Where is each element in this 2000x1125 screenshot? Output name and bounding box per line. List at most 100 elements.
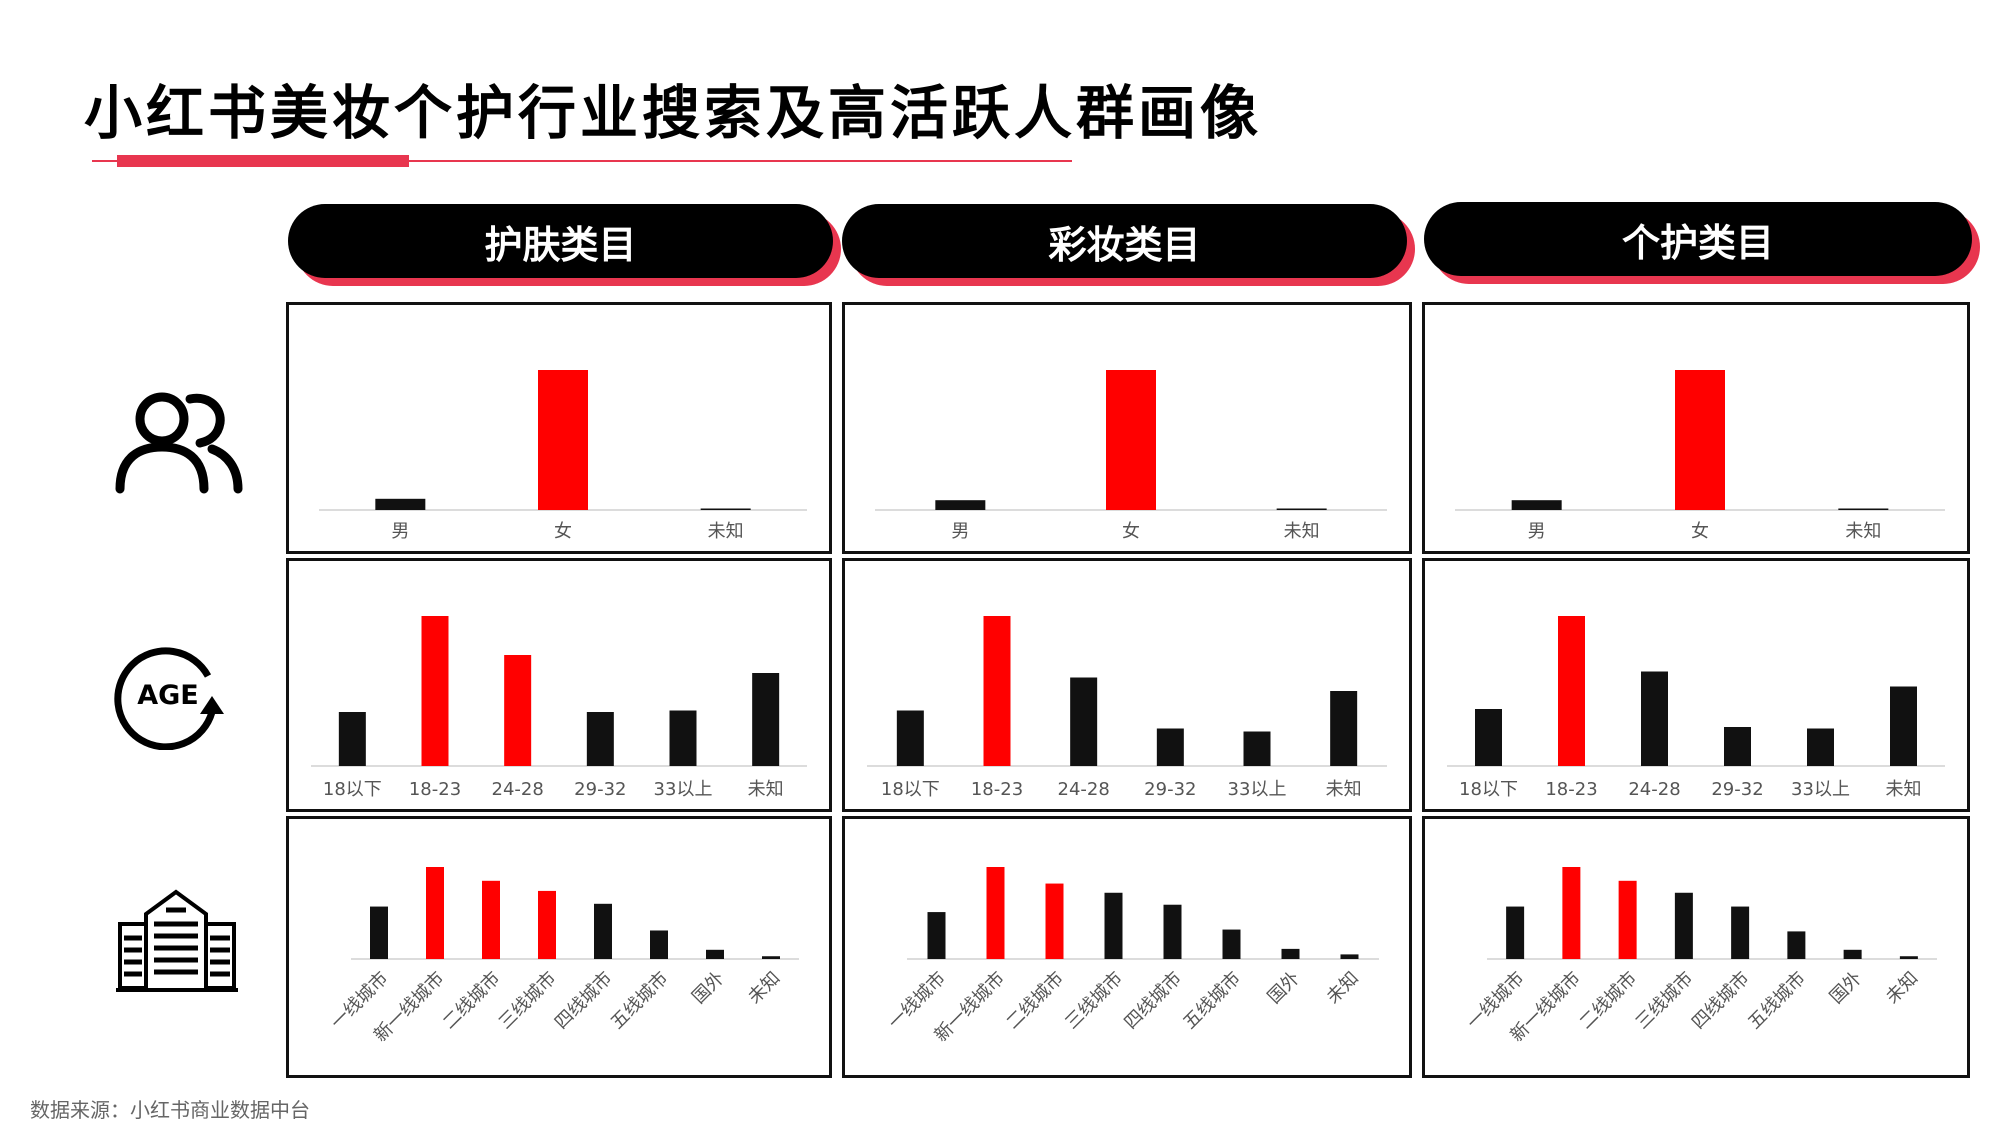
title-underline <box>92 160 1072 162</box>
chart-svg: 18以下 18-23 24-28 29-32 33以上 未知 <box>1447 616 1945 800</box>
age-icon: AGE <box>114 647 224 750</box>
age-icon-label: AGE <box>137 680 199 711</box>
tick-label: 女 <box>554 521 572 542</box>
bar <box>1276 508 1327 510</box>
tick-label: 18以下 <box>323 779 382 800</box>
bar <box>1899 956 1918 959</box>
bar <box>1843 949 1862 959</box>
bar <box>1243 731 1271 766</box>
bar <box>538 370 588 510</box>
chart-svg: 男 女 未知 <box>875 370 1387 542</box>
tick-label: 未知 <box>1323 968 1363 1008</box>
bar <box>1807 728 1834 766</box>
tick-label: 未知 <box>744 968 784 1008</box>
bar <box>338 712 366 766</box>
tick-label: 二线城市 <box>1002 968 1068 1034</box>
bar <box>1558 616 1585 766</box>
people-icon <box>115 392 243 494</box>
bar <box>426 867 444 959</box>
bar <box>1222 929 1241 959</box>
bar <box>650 930 668 959</box>
bar <box>1070 677 1098 766</box>
tick-label: 18-23 <box>409 779 461 800</box>
tick-label: 国外 <box>1826 968 1866 1008</box>
chart-panel-skincare-city: 一线城市 新一线城市 二线城市 三线城市 四线城市 五线城市 国外 未知 <box>286 816 832 1078</box>
bar <box>1731 906 1750 959</box>
data-source-note: 数据来源：小红书商业数据中台 <box>30 1098 310 1122</box>
tick-label: 四线城市 <box>1688 968 1754 1034</box>
category-header-skincare: 护肤类目 <box>288 204 841 286</box>
bar <box>538 890 556 959</box>
bar <box>983 616 1011 766</box>
bar <box>1724 727 1751 766</box>
tick-label: 未知 <box>1326 779 1362 800</box>
tick-label: 二线城市 <box>1575 968 1641 1034</box>
tick-label: 29-32 <box>1711 779 1763 800</box>
tick-label: 国外 <box>1264 968 1304 1008</box>
bar <box>762 956 780 959</box>
bar <box>706 949 724 959</box>
tick-label: 男 <box>951 521 969 542</box>
bar <box>1787 931 1806 959</box>
tick-label: 29-32 <box>1144 779 1196 800</box>
tick-label: 18-23 <box>971 779 1023 800</box>
tick-label: 未知 <box>748 779 784 800</box>
chart-svg: 18以下 18-23 24-28 29-32 33以上 未知 <box>867 616 1387 800</box>
chart-panel-makeup-city: 一线城市 新一线城市 二线城市 三线城市 四线城市 五线城市 国外 未知 <box>842 816 1412 1078</box>
bar <box>752 673 780 766</box>
tick-label: 女 <box>1691 521 1709 542</box>
tick-label: 未知 <box>1882 968 1922 1008</box>
tick-label: 四线城市 <box>1120 968 1186 1034</box>
category-header-personal-care: 个护类目 <box>1424 202 1980 284</box>
tick-label: 国外 <box>688 968 728 1008</box>
tick-label: 男 <box>391 521 409 542</box>
bar <box>1838 508 1889 510</box>
tick-label: 男 <box>1528 521 1546 542</box>
tick-label: 24-28 <box>1628 779 1680 800</box>
bar <box>700 508 751 510</box>
tick-label: 三线城市 <box>1061 968 1127 1034</box>
title-accent-bar <box>117 155 409 167</box>
chart-panel-personal-care-age: 18以下 18-23 24-28 29-32 33以上 未知 <box>1422 558 1970 812</box>
bar <box>935 500 986 510</box>
chart-panel-makeup-age: 18以下 18-23 24-28 29-32 33以上 未知 <box>842 558 1412 812</box>
category-label: 个护类目 <box>1424 202 1972 276</box>
tick-label: 未知 <box>1845 521 1881 542</box>
bar <box>1890 686 1917 766</box>
tick-label: 三线城市 <box>495 968 561 1034</box>
bar <box>1618 880 1637 959</box>
category-header-makeup: 彩妆类目 <box>842 204 1415 286</box>
tick-label: 四线城市 <box>551 968 617 1034</box>
bar <box>1562 867 1581 959</box>
bar <box>986 867 1005 959</box>
bar <box>1675 370 1725 510</box>
tick-label: 五线城市 <box>607 968 673 1034</box>
chart-panel-skincare-gender: 男 女 未知 <box>286 302 832 554</box>
bar <box>375 498 426 510</box>
bar <box>421 616 449 766</box>
tick-label: 18以下 <box>1459 779 1518 800</box>
tick-label: 29-32 <box>574 779 626 800</box>
bar <box>1163 904 1182 959</box>
tick-label: 18以下 <box>881 779 940 800</box>
tick-label: 五线城市 <box>1744 968 1810 1034</box>
tick-label: 33以上 <box>1791 779 1850 800</box>
bar <box>1156 728 1184 766</box>
tick-label: 33以上 <box>654 779 713 800</box>
chart-panel-personal-care-city: 一线城市 新一线城市 二线城市 三线城市 四线城市 五线城市 国外 未知 <box>1422 816 1970 1078</box>
tick-label: 未知 <box>1886 779 1922 800</box>
bar <box>1106 370 1156 510</box>
bar <box>669 710 697 766</box>
tick-label: 未知 <box>708 521 744 542</box>
bar <box>504 655 532 766</box>
tick-label: 五线城市 <box>1179 968 1245 1034</box>
city-buildings-icon <box>116 889 238 992</box>
bar <box>927 912 946 959</box>
bar <box>1330 691 1358 766</box>
bar <box>1674 892 1693 959</box>
tick-label: 二线城市 <box>439 968 505 1034</box>
tick-label: 三线城市 <box>1632 968 1698 1034</box>
